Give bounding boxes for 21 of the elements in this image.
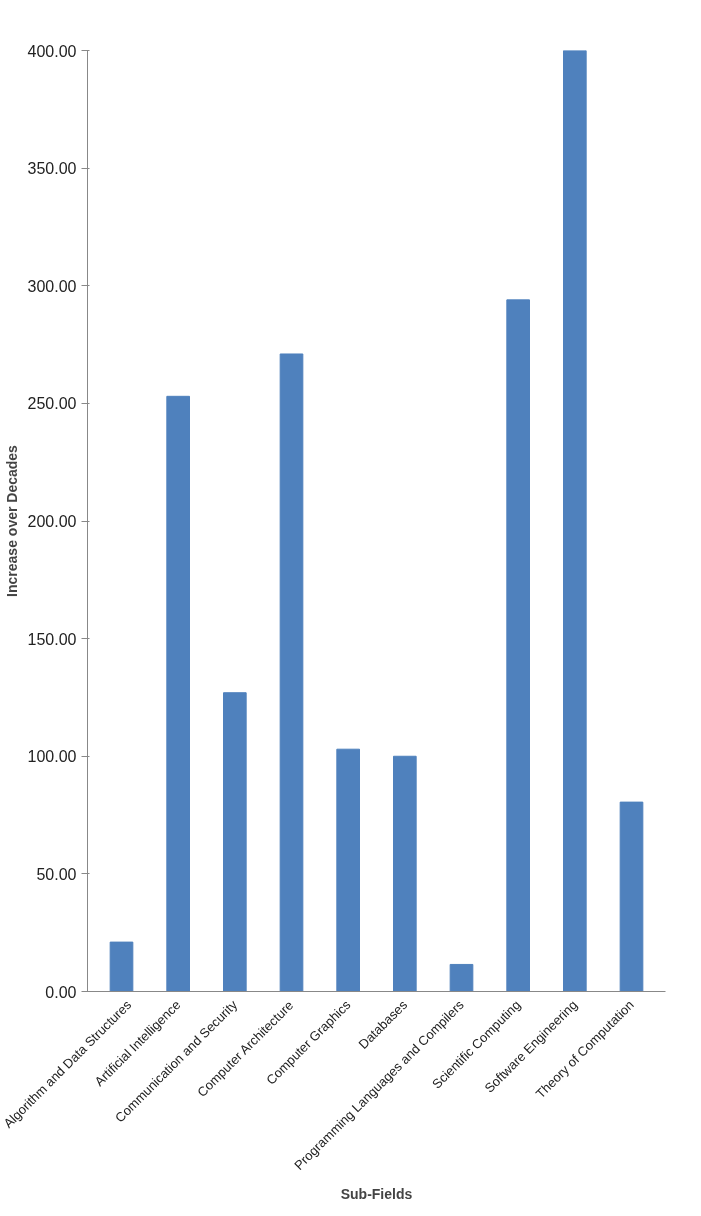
bar — [619, 801, 644, 992]
y-tick-label: 400.00 — [27, 42, 77, 60]
bar — [279, 353, 304, 992]
y-tick-label: 300.00 — [27, 277, 77, 295]
y-axis-title: Increase over Decades — [3, 444, 20, 597]
bar — [336, 748, 360, 992]
bar — [563, 50, 587, 992]
y-tick-label: 0.00 — [45, 983, 77, 1001]
bar — [506, 299, 530, 992]
y-tick-label: 200.00 — [27, 513, 77, 530]
y-tick-label: 50.00 — [36, 865, 77, 883]
bar — [109, 941, 134, 992]
bar — [166, 395, 190, 992]
y-tick-label: 150.00 — [27, 630, 77, 648]
y-tick-label: 100.00 — [27, 748, 77, 766]
bar — [449, 963, 474, 992]
bar — [393, 755, 417, 992]
y-tick-label: 250.00 — [27, 395, 77, 413]
y-tick-label: 350.00 — [27, 160, 77, 178]
bar — [223, 692, 247, 992]
x-axis-title: Sub-Fields — [340, 1186, 413, 1203]
